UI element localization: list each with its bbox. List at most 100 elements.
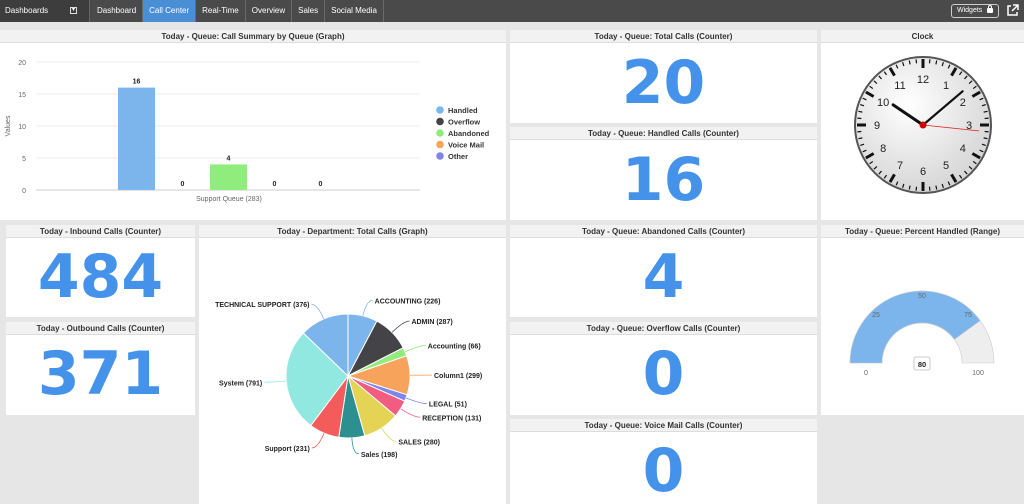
legend-item[interactable]: Abandoned [448,129,490,138]
clock-tick [971,152,981,160]
legend-item[interactable]: Other [448,152,468,161]
clock-number: 9 [874,120,880,132]
clock-tick [979,149,984,153]
y-tick-label: 15 [18,92,26,99]
clock-tick [935,185,938,190]
bar-data-label: 4 [227,155,231,162]
percent-handled-panel: Today - Queue: Percent Handled (Range) 0… [821,225,1024,415]
outbound-calls-title: Today - Outbound Calls (Counter) [6,322,195,335]
pie-connector [400,408,421,418]
y-tick-label: 5 [22,156,26,163]
voicemail-calls-panel: Today - Queue: Voice Mail Calls (Counter… [510,419,817,504]
clock-tick [858,110,863,113]
total-calls-value: 20 [621,48,706,118]
legend-item[interactable]: Overflow [448,118,480,127]
clock-tick [964,170,968,175]
outbound-calls-panel: Today - Outbound Calls (Counter) 371 [6,322,195,415]
call-summary-title: Today - Queue: Call Summary by Queue (Gr… [0,30,506,43]
total-calls-panel: Today - Queue: Total Calls (Counter) 20 [510,30,817,123]
chevron-down-icon[interactable]: ▾ [70,7,77,14]
tab-real-time[interactable]: Real-Time [196,0,246,22]
clock-tick [869,85,874,90]
voicemail-calls-value: 0 [642,436,685,504]
clock-title: Clock [821,30,1024,43]
tab-call-center[interactable]: Call Center [143,0,197,22]
pie-connector [391,320,410,333]
tab-social-media[interactable]: Social Media [325,0,384,22]
clock-tick [983,110,988,113]
clock-number: 11 [894,80,905,92]
clock-number: 1 [943,80,949,92]
legend-marker [436,106,444,114]
legend-item[interactable]: Voice Mail [448,141,484,150]
clock-tick [968,166,973,170]
clock-tick [971,90,981,98]
pie-connector [311,433,325,449]
clock-tick [972,160,977,165]
pie-data-label: Column1 (299) [434,373,482,380]
clock-tick [869,160,874,165]
external-link-icon[interactable] [1006,4,1019,17]
dashboards-dropdown[interactable]: Dashboards ▾ [0,0,90,22]
handled-calls-title: Today - Queue: Handled Calls (Counter) [510,127,817,140]
clock-tick [858,137,863,140]
pie-data-label: ACCOUNTING (226) [375,298,441,305]
dashboards-label: Dashboards [5,6,49,15]
clock-tick [902,183,905,188]
outbound-calls-value: 371 [37,339,164,409]
abandoned-calls-title: Today - Queue: Abandoned Calls (Counter) [510,225,817,238]
overflow-calls-value: 0 [642,339,685,409]
y-tick-label: 10 [18,124,26,131]
bar-abandoned[interactable] [210,164,247,190]
pie-data-label: Accounting (66) [428,343,481,350]
clock-tick [865,152,875,160]
clock-number: 4 [960,143,966,155]
pie-connector [311,303,325,320]
clock-tick [950,173,958,183]
clock-tick [979,97,984,101]
clock-tick [878,75,882,80]
pie-connector [264,380,287,383]
clock-tick [862,97,867,101]
bar-handled[interactable] [118,87,155,190]
clock-tick [958,71,963,76]
clock-number: 12 [917,74,929,86]
tab-overview[interactable]: Overview [246,0,293,22]
pie-connector [351,437,359,455]
department-calls-title: Today - Department: Total Calls (Graph) [199,225,506,238]
gauge-tick-label: 75 [964,312,972,319]
handled-calls-panel: Today - Queue: Handled Calls (Counter) 1… [510,127,817,220]
inbound-calls-title: Today - Inbound Calls (Counter) [6,225,195,238]
legend-marker [436,140,444,149]
clock-tick [935,60,938,65]
tab-dashboard[interactable]: Dashboard [91,0,144,22]
pie-connector [381,427,397,442]
clock-number: 7 [897,160,903,172]
widgets-button[interactable]: Widgets [951,4,999,18]
total-calls-title: Today - Queue: Total Calls (Counter) [510,30,817,43]
clock-tick [941,183,944,188]
lock-icon [987,5,993,13]
abandoned-calls-value: 4 [642,242,685,312]
gauge-value-label: 80 [918,360,926,369]
clock-tick [888,173,896,183]
clock-number: 3 [966,120,972,132]
pie-data-label: RECEPTION (131) [422,415,481,422]
call-summary-panel: Today - Queue: Call Summary by Queue (Gr… [0,30,506,220]
gauge-tick-label: 50 [918,293,926,300]
legend-marker [436,152,444,160]
clock-tick [908,185,911,190]
top-navigation-bar: Dashboards ▾ Dashboard Call Center Real-… [0,0,1024,22]
call-summary-chart: 0 5 10 15 20 Values 16 0 4 0 0 Support Queue (283) H… [5,60,490,203]
clock-tick [883,174,888,179]
pie-data-label: Support (231) [265,446,310,453]
clock-tick [873,80,878,84]
clock-number: 10 [877,97,889,109]
clock-tick [950,67,958,77]
clock-number: 5 [943,160,949,172]
clock-center [919,121,927,129]
tab-sales[interactable]: Sales [292,0,326,22]
legend-item[interactable]: Handled [448,106,478,115]
abandoned-calls-panel: Today - Queue: Abandoned Calls (Counter)… [510,225,817,317]
